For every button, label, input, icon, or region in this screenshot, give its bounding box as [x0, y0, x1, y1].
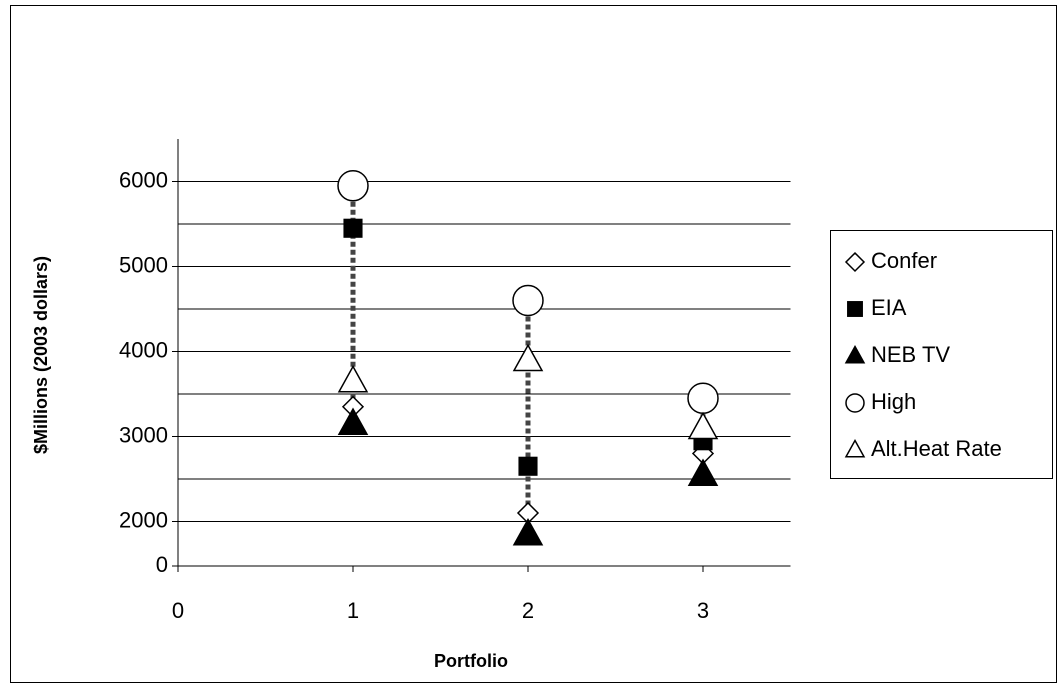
marker-diamond: [844, 251, 866, 273]
y-tick-label: 3000: [119, 422, 168, 447]
x-tick-label: 3: [697, 598, 709, 623]
marker-triangle: [844, 439, 866, 458]
marker-triangle: [337, 407, 369, 435]
marker-triangle: [687, 411, 719, 440]
legend-box: [830, 230, 1053, 479]
marker-triangle: [512, 343, 544, 372]
legend-label: Alt.Heat Rate: [871, 436, 1002, 461]
marker-triangle: [337, 365, 369, 393]
y-tick-label: 2000: [119, 507, 168, 532]
y-tick-label: 4000: [119, 337, 168, 362]
legend-label: Confer: [871, 248, 937, 273]
x-tick-label: 1: [347, 598, 359, 623]
y-tick-label: 0: [156, 552, 168, 577]
marker-triangle: [844, 345, 866, 364]
marker-triangle: [687, 458, 719, 486]
y-tick-label: 6000: [119, 167, 168, 192]
marker-circle: [687, 382, 719, 414]
legend-label: High: [871, 389, 916, 414]
legend-label: NEB TV: [871, 342, 950, 367]
x-tick-label: 2: [522, 598, 534, 623]
marker-square: [518, 456, 538, 476]
marker-circle: [845, 393, 865, 413]
marker-square: [847, 301, 863, 317]
legend-label: EIA: [871, 295, 907, 320]
marker-circle: [337, 170, 369, 202]
y-axis-title: $Millions (2003 dollars): [31, 256, 51, 454]
marker-square: [343, 218, 363, 238]
x-axis-title: Portfolio: [434, 651, 508, 671]
x-tick-label: 0: [172, 598, 184, 623]
y-tick-label: 5000: [119, 252, 168, 277]
marker-triangle: [512, 518, 544, 546]
marker-circle: [512, 284, 544, 317]
